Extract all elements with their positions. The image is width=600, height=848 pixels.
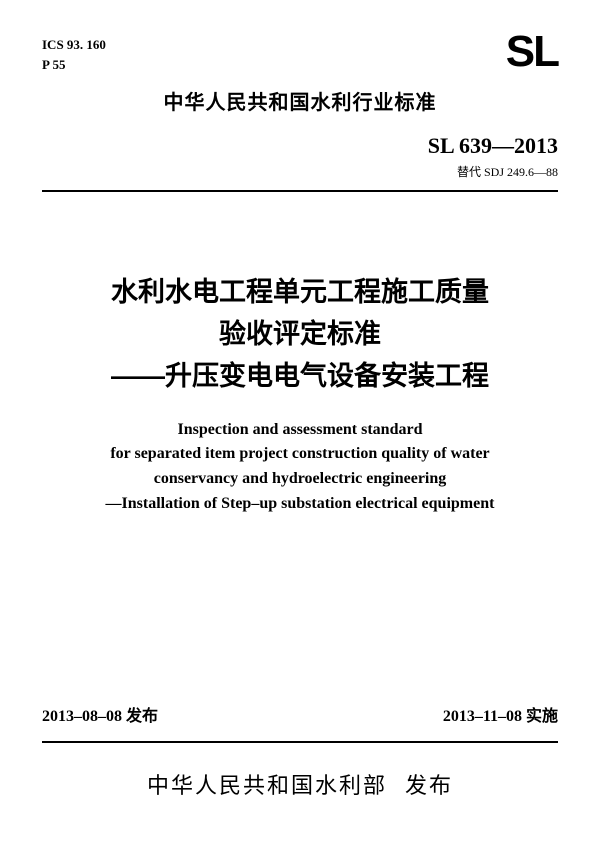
cn-title-line3: ——升压变电电气设备安装工程 xyxy=(42,356,558,398)
en-title-line3: conservancy and hydroelectric engineerin… xyxy=(42,467,558,492)
en-title-line1: Inspection and assessment standard xyxy=(42,418,558,443)
cn-title-line2: 验收评定标准 xyxy=(42,314,558,356)
cn-title-line1: 水利水电工程单元工程施工质量 xyxy=(42,272,558,314)
classification-codes: ICS 93. 160 P 55 xyxy=(42,35,558,74)
main-title-block: 水利水电工程单元工程施工质量 验收评定标准 ——升压变电电气设备安装工程 Ins… xyxy=(42,272,558,517)
publisher: 中华人民共和国水利部发布 xyxy=(0,768,600,800)
publisher-action: 发布 xyxy=(405,773,453,798)
en-title-line4: —Installation of Step–up substation elec… xyxy=(42,492,558,517)
replace-text: 替代 SDJ 249.6—88 xyxy=(42,163,558,180)
standard-number: SL 639—2013 xyxy=(42,133,558,159)
issue-date: 2013–08–08 发布 xyxy=(42,702,158,726)
ics-code: ICS 93. 160 xyxy=(42,35,558,55)
cn-title: 水利水电工程单元工程施工质量 验收评定标准 ——升压变电电气设备安装工程 xyxy=(42,272,558,398)
sl-logo: SL xyxy=(506,30,558,74)
en-title-line2: for separated item project construction … xyxy=(42,442,558,467)
p-code: P 55 xyxy=(42,55,558,75)
standard-number-block: SL 639—2013 替代 SDJ 249.6—88 xyxy=(42,133,558,180)
top-divider xyxy=(42,190,558,192)
bottom-divider xyxy=(42,741,558,743)
en-title: Inspection and assessment standard for s… xyxy=(42,418,558,517)
impl-date: 2013–11–08 实施 xyxy=(443,702,558,726)
dates-row: 2013–08–08 发布 2013–11–08 实施 xyxy=(42,702,558,726)
industry-standard-header: 中华人民共和国水利行业标准 xyxy=(42,86,558,115)
publisher-org: 中华人民共和国水利部 xyxy=(147,773,387,798)
